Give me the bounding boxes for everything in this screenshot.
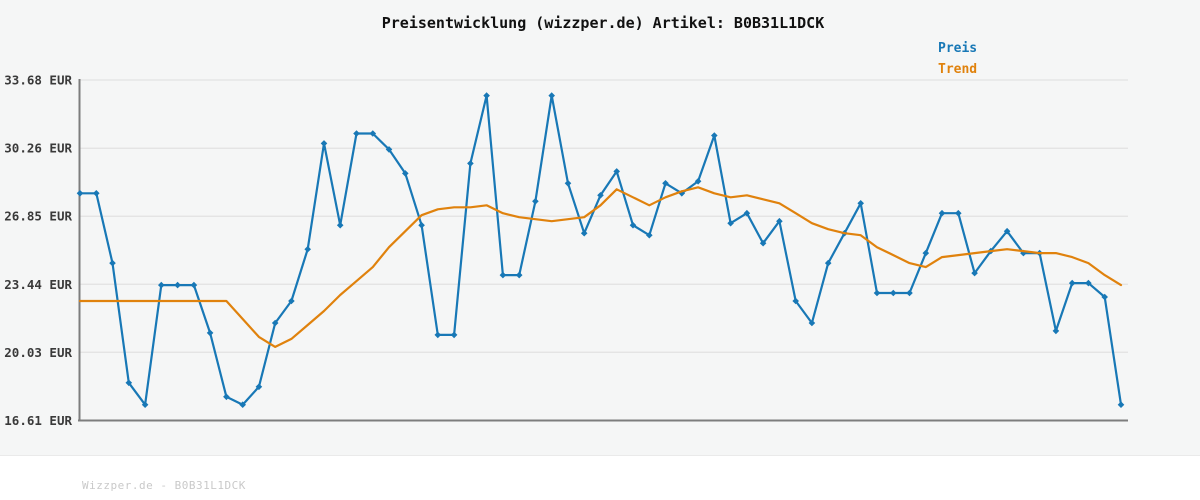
chart-title: Preisentwicklung (wizzper.de) Artikel: B… <box>381 14 825 32</box>
legend-item-trend: Trend <box>938 62 978 77</box>
y-axis-tick-label: 16.61 EUR <box>4 413 72 428</box>
price-chart-svg: 33.68 EUR 30.26 EUR 26.85 EUR 23.44 EUR 20.0… <box>4 73 1128 428</box>
series-markers-preis <box>76 92 1125 409</box>
legend-item-preis: Preis <box>938 41 978 56</box>
watermark-text: Wizzper.de - B0B31L1DCK <box>82 479 246 492</box>
price-chart: 33.68 EUR 30.26 EUR 26.85 EUR 23.44 EUR 20.0… <box>0 14 1200 456</box>
y-axis-tick-label: 23.44 EUR <box>4 277 72 292</box>
series-line-preis <box>78 94 1123 406</box>
chart-legend: Preis Trend <box>938 38 977 80</box>
series-line-trend <box>78 186 1123 348</box>
y-axis-tick-label: 20.03 EUR <box>4 345 72 360</box>
y-axis-tick-label: 30.26 EUR <box>4 141 72 156</box>
y-axis-tick-label: 33.68 EUR <box>4 73 72 88</box>
y-axis-tick-label: 26.85 EUR <box>4 209 72 224</box>
